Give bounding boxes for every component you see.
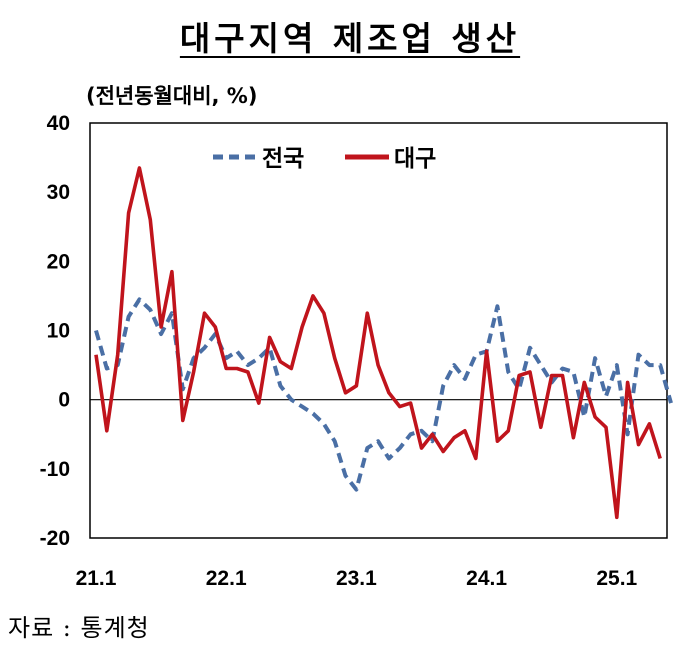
x-tick-label: 21.1 [76, 567, 117, 590]
x-tick-label: 22.1 [206, 567, 247, 590]
chart-title: 대구지역 제조업 생산 [179, 19, 521, 58]
y-tick-label: 20 [47, 250, 70, 273]
y-axis-label: (전년동월대비, %) [86, 84, 258, 108]
x-tick-label: 24.1 [466, 567, 507, 590]
y-tick-label: 10 [47, 320, 70, 343]
x-tick-label: 25.1 [596, 567, 637, 590]
source-note: 자료 : 통계청 [8, 614, 150, 642]
y-tick-label: 40 [47, 112, 70, 135]
series-line-national [94, 297, 673, 492]
x-tick-label: 23.1 [336, 567, 377, 590]
legend-label-national: 전국 [262, 146, 304, 172]
line-chart: 40 30 20 10 0 -10 -20 21.1 22.1 23.1 24.1 25.1 전국 대… [40, 112, 673, 590]
y-tick-label: 0 [58, 389, 70, 412]
plot-area [89, 122, 668, 539]
y-tick-label: -10 [40, 458, 70, 481]
y-tick-label: 30 [47, 181, 70, 204]
y-tick-label: -20 [40, 527, 70, 550]
legend-label-daegu: 대구 [394, 146, 436, 172]
series-line-daegu [94, 166, 662, 520]
